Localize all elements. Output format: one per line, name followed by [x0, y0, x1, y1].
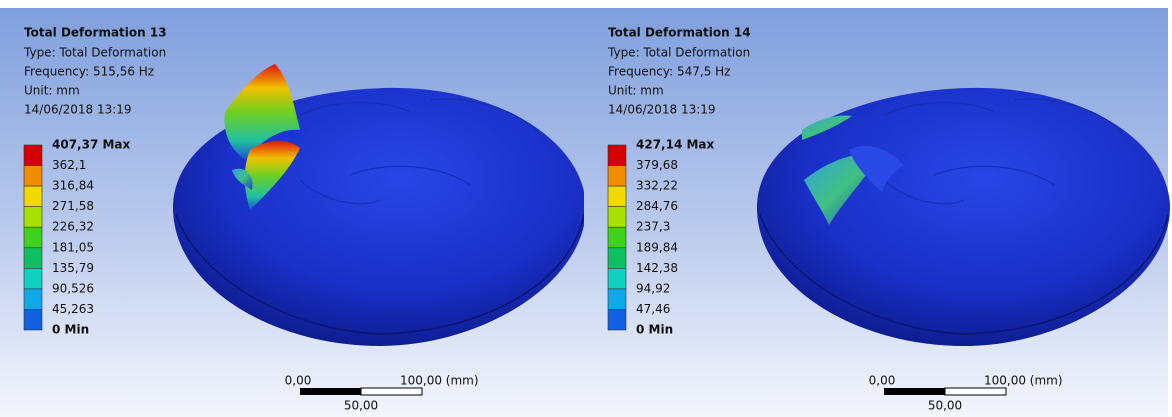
result-panel: Total Deformation 13 Type: Total Deformat… [0, 8, 586, 417]
result-type: Type: Total Deformation [607, 46, 750, 60]
scale-label: 50,00 [344, 399, 378, 413]
legend-swatch [608, 207, 626, 228]
result-type: Type: Total Deformation [23, 46, 166, 60]
result-unit: Unit: mm [608, 84, 664, 98]
legend-swatch [24, 309, 42, 330]
legend-label: 427,14 Max [636, 138, 715, 152]
legend-swatch [608, 248, 626, 269]
legend-swatch [24, 289, 42, 310]
legend-label: 407,37 Max [52, 138, 131, 152]
legend-label: 181,05 [52, 240, 94, 254]
legend-label: 142,38 [636, 261, 678, 275]
scale-label: 100,00 (mm) [984, 374, 1063, 388]
legend-swatch [24, 227, 42, 248]
result-title: Total Deformation 13 [24, 26, 167, 40]
legend-label: 237,3 [636, 220, 670, 234]
legend-swatch [608, 268, 626, 289]
legend-label: 284,76 [636, 199, 678, 213]
result-unit: Unit: mm [24, 84, 80, 98]
legend-label: 90,526 [52, 281, 94, 295]
legend-label: 379,68 [636, 158, 678, 172]
result-date: 14/06/2018 13:19 [608, 103, 716, 117]
legend-label: 316,84 [52, 179, 94, 193]
result-frequency: Frequency: 547,5 Hz [608, 65, 730, 79]
scale-label: 50,00 [928, 399, 962, 413]
legend-swatch [608, 145, 626, 166]
result-title: Total Deformation 14 [608, 26, 751, 40]
legend-label: 189,84 [636, 240, 678, 254]
legend-label: 94,92 [636, 281, 670, 295]
legend-label: 45,263 [52, 302, 94, 316]
scale-label: 100,00 (mm) [400, 374, 479, 388]
legend-swatch [608, 186, 626, 207]
legend-swatch [24, 166, 42, 187]
legend-swatch [24, 268, 42, 289]
legend-label: 135,79 [52, 261, 94, 275]
scale-bar-light [361, 388, 422, 395]
legend-swatch [608, 309, 626, 330]
screenshot: Total Deformation 13 Type: Total Deformat… [0, 0, 1172, 417]
result-date: 14/06/2018 13:19 [24, 103, 132, 117]
legend-label: 362,1 [52, 158, 86, 172]
scale-bar-light [945, 388, 1006, 395]
legend-swatch [608, 289, 626, 310]
scale-bar-dark [300, 388, 361, 395]
scale-label: 0,00 [285, 374, 312, 388]
legend-label: 47,46 [636, 302, 670, 316]
legend-label: 0 Min [52, 323, 89, 337]
legend-swatch [24, 186, 42, 207]
legend-label: 226,32 [52, 220, 94, 234]
legend-swatch [24, 207, 42, 228]
legend-label: 0 Min [636, 323, 673, 337]
legend-swatch [24, 248, 42, 269]
scale-bar-dark [884, 388, 945, 395]
result-panel: Total Deformation 14 Type: Total Deformat… [584, 8, 1170, 417]
legend-label: 271,58 [52, 199, 94, 213]
legend-label: 332,22 [636, 179, 678, 193]
legend-swatch [24, 145, 42, 166]
legend-swatch [608, 166, 626, 187]
legend-swatch [608, 227, 626, 248]
result-frequency: Frequency: 515,56 Hz [24, 65, 154, 79]
scale-label: 0,00 [869, 374, 896, 388]
